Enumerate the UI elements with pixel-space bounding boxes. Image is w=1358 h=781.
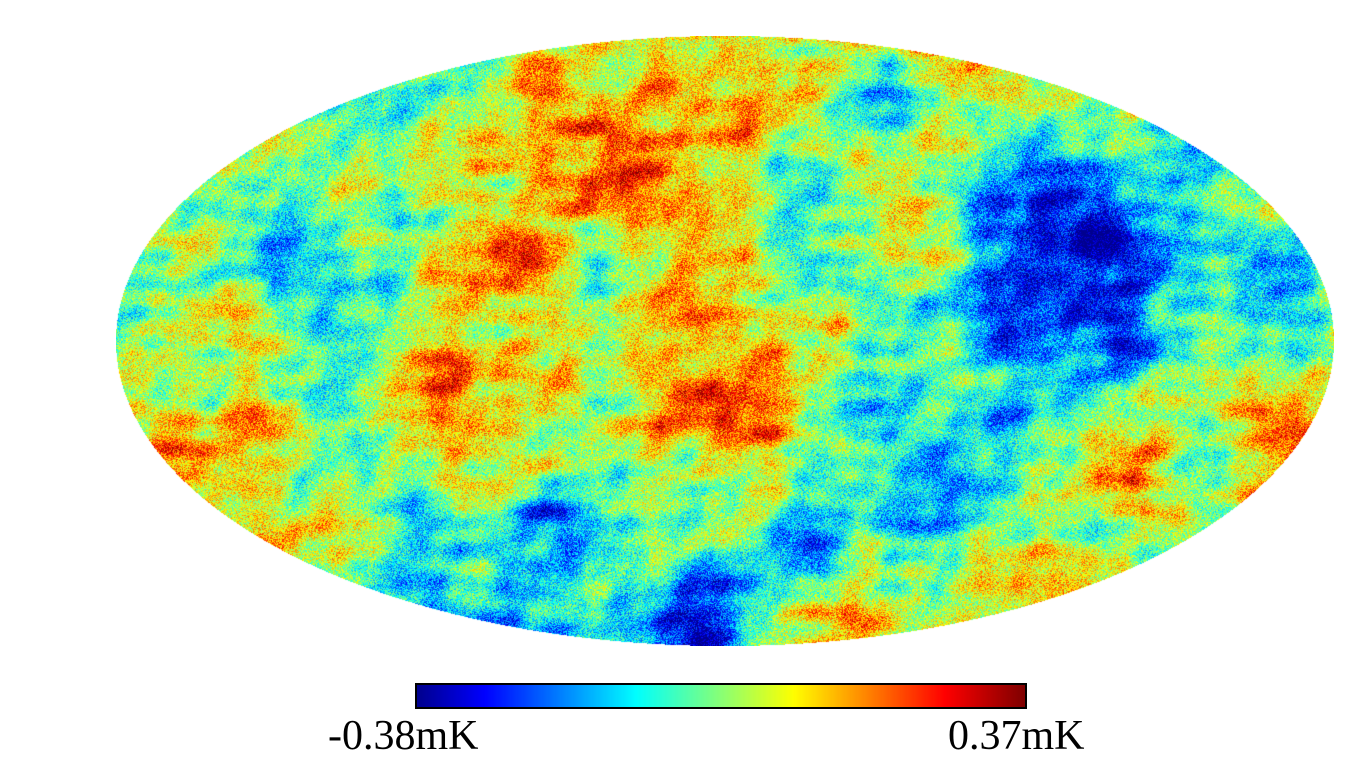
colorbar-min-label: -0.38mK <box>328 713 479 759</box>
colorbar-max-label: 0.37mK <box>948 713 1085 759</box>
colorbar <box>415 683 1027 709</box>
mollweide-sky-map <box>116 36 1334 646</box>
